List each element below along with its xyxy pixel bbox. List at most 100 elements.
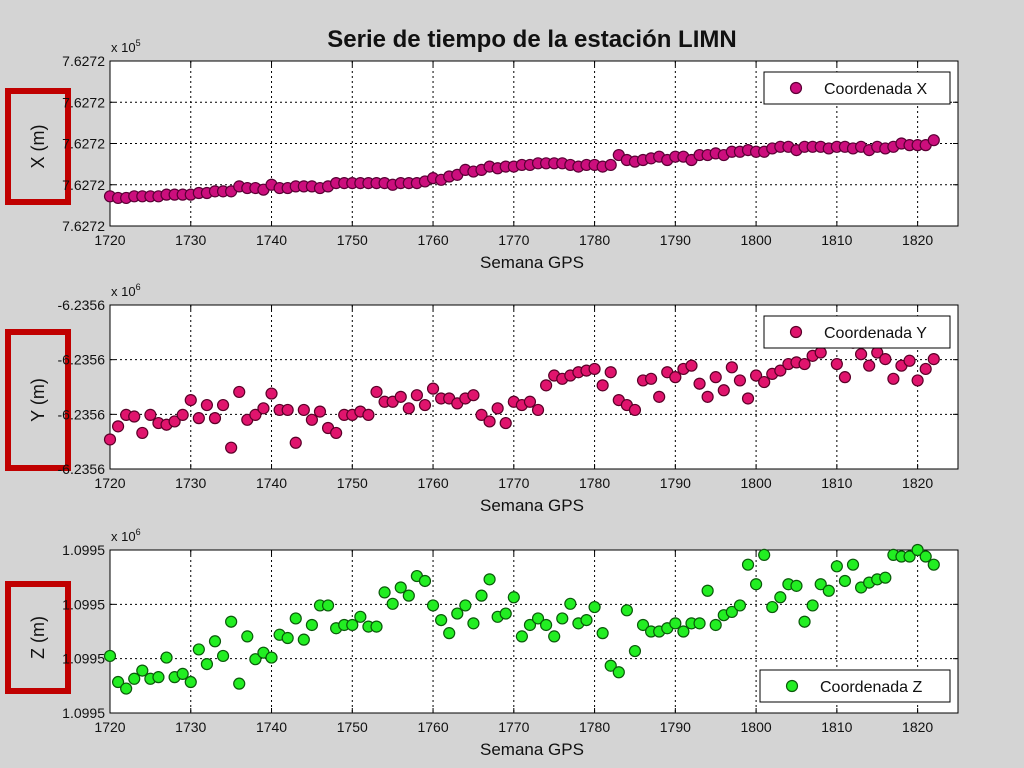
- data-point: [184, 675, 197, 689]
- data-point: [531, 403, 545, 417]
- data-point: [410, 389, 423, 402]
- data-point: [523, 395, 537, 408]
- data-point: [879, 353, 892, 366]
- data-point: [257, 402, 270, 415]
- data-point: [758, 548, 771, 561]
- x-tick-label: 1750: [337, 719, 368, 735]
- x-axis-label: Semana GPS: [480, 253, 584, 272]
- data-point: [354, 610, 367, 623]
- data-point: [596, 627, 609, 640]
- panel-z-coordinate: 1720 1730 1740 1750 1760 1770 1780 1790 1800 1810…: [5, 527, 959, 759]
- data-point: [305, 413, 319, 426]
- data-point: [927, 558, 940, 571]
- data-point: [475, 408, 488, 421]
- x-tick-label: 1780: [579, 719, 610, 735]
- x-tick-label: 1730: [175, 719, 206, 735]
- legend-marker: [789, 81, 803, 95]
- data-point: [612, 666, 625, 679]
- data-point: [265, 651, 278, 664]
- data-point: [564, 597, 577, 610]
- data-point: [435, 613, 448, 627]
- data-point: [830, 560, 843, 573]
- data-point: [838, 574, 852, 588]
- data-point: [443, 627, 456, 640]
- data-point: [790, 579, 803, 592]
- data-point: [346, 618, 359, 632]
- data-point: [903, 550, 916, 563]
- data-point: [402, 589, 415, 602]
- data-point: [588, 362, 601, 376]
- axis-exponent-label: x 106: [111, 282, 141, 299]
- axis-exponent-label: x 106: [111, 527, 141, 544]
- data-point: [168, 415, 181, 428]
- data-point: [184, 394, 197, 407]
- data-point: [798, 357, 811, 371]
- data-point: [879, 571, 892, 584]
- data-point: [548, 630, 561, 643]
- legend-label: Coordenada Y: [824, 325, 927, 342]
- x-tick-label: 1820: [902, 475, 933, 491]
- data-point: [208, 635, 222, 648]
- data-point: [305, 618, 319, 632]
- axes-frame: [109, 60, 959, 227]
- data-point: [507, 591, 520, 604]
- data-point: [297, 633, 310, 646]
- data-point: [919, 550, 932, 563]
- data-point: [540, 379, 553, 392]
- y-tick-label: -6.2356: [58, 297, 106, 313]
- data-point: [741, 392, 755, 405]
- data-point: [927, 353, 940, 366]
- data-point: [499, 607, 512, 620]
- legend: Coordenada Y: [763, 315, 951, 349]
- data-point: [523, 618, 537, 632]
- data-point: [653, 390, 666, 403]
- data-point: [628, 644, 642, 658]
- data-point: [540, 618, 553, 632]
- y-tick-label: -6.2356: [58, 461, 106, 477]
- y-tick-label: 7.6272: [62, 177, 105, 193]
- x-tick-label: 1770: [498, 232, 529, 248]
- data-point: [725, 361, 738, 374]
- y-tick-label: 1.0995: [62, 651, 105, 667]
- data-point: [249, 653, 262, 666]
- data-point: [725, 605, 738, 619]
- data-point: [192, 412, 205, 425]
- x-tick-label: 1780: [579, 232, 610, 248]
- data-point: [225, 615, 238, 628]
- data-point: [459, 599, 472, 612]
- data-point: [733, 374, 747, 387]
- x-axis-label: Semana GPS: [480, 740, 584, 759]
- data-point: [596, 379, 609, 392]
- data-point: [160, 651, 173, 664]
- data-point: [814, 578, 827, 591]
- y-tick-label: 7.6272: [62, 94, 105, 110]
- panel-x-coordinate: 1720 1730 1740 1750 1760 1770 1780 1790 1800 1810…: [5, 38, 959, 272]
- data-point: [911, 543, 924, 557]
- legend: Coordenada Z: [759, 669, 951, 703]
- axis-exponent-label: x 105: [111, 38, 141, 55]
- data-point: [903, 354, 916, 367]
- x-tick-label: 1750: [337, 232, 368, 248]
- data-point: [685, 359, 698, 372]
- data-point: [927, 134, 940, 147]
- data-point: [265, 387, 278, 400]
- data-point: [766, 600, 779, 614]
- data-point: [758, 375, 771, 389]
- data-point: [128, 672, 141, 685]
- data-point: [394, 581, 407, 594]
- x-tick-label: 1810: [821, 232, 852, 248]
- data-point: [103, 649, 117, 663]
- data-point: [749, 578, 763, 591]
- x-tick-label: 1720: [94, 475, 125, 491]
- x-tick-label: 1810: [821, 475, 852, 491]
- data-point: [370, 620, 383, 633]
- x-tick-label: 1720: [94, 719, 125, 735]
- data-point: [620, 604, 633, 617]
- data-point: [233, 385, 246, 399]
- x-tick-label: 1820: [902, 719, 933, 735]
- x-tick-label: 1730: [175, 475, 206, 491]
- data-point: [709, 371, 722, 384]
- data-point: [863, 359, 876, 372]
- data-point: [645, 372, 658, 385]
- data-point: [136, 426, 149, 440]
